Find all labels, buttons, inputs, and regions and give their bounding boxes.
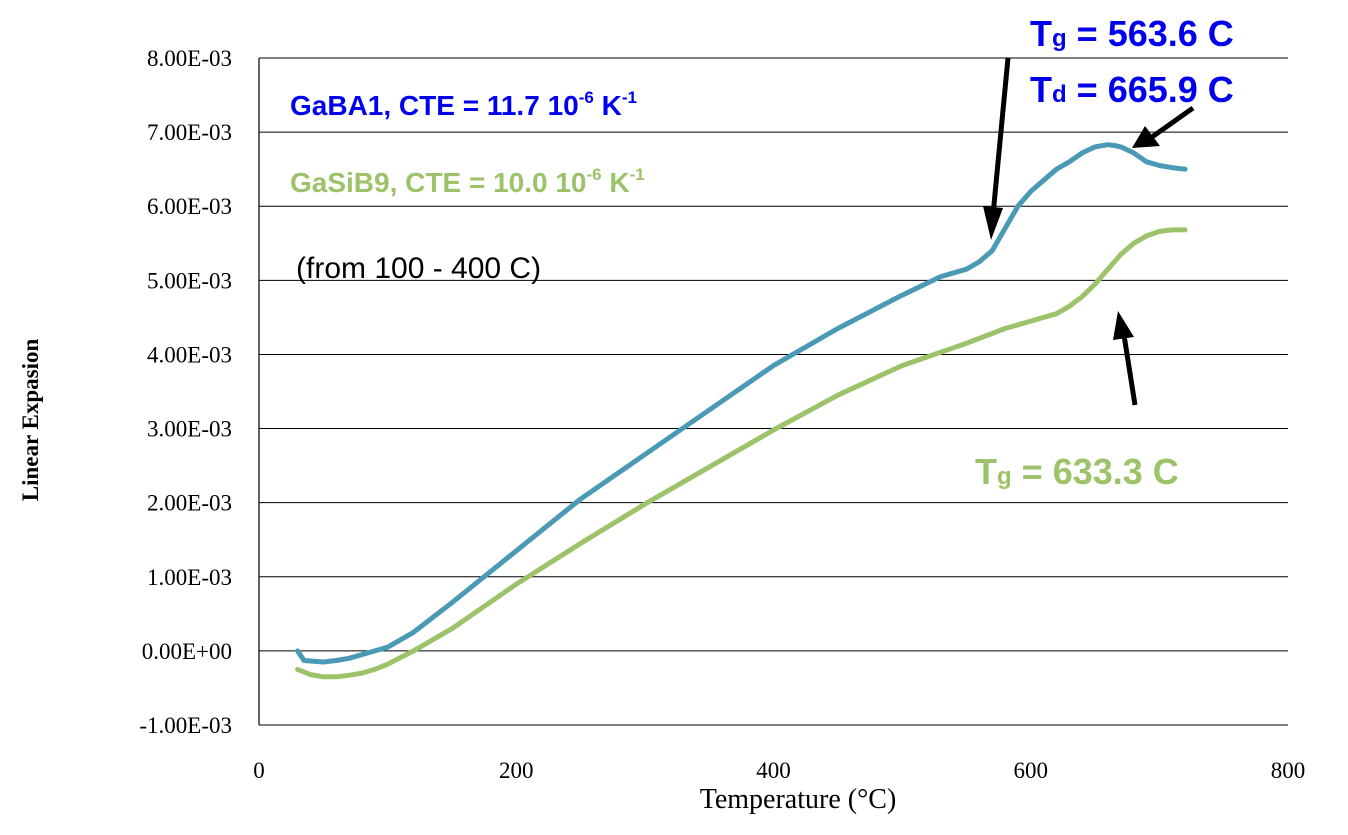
gaba1-cte-label: GaBA1, CTE = 11.7 10-6 K-1	[290, 88, 637, 121]
x-tick-labels: 0 200 400 600 800	[253, 758, 1305, 783]
y-tick-label: 5.00E-03	[147, 268, 232, 293]
y-tick-label: 1.00E-03	[147, 565, 232, 590]
range-note: (from 100 - 400 C)	[296, 252, 541, 285]
y-tick-labels: -1.00E-03 0.00E+00 1.00E-03 2.00E-03 3.00E-0…	[139, 46, 232, 738]
arrow-tg-gasib9	[1113, 311, 1138, 406]
y-tick-label: 0.00E+00	[142, 639, 232, 664]
arrow-tg-gaba1	[983, 57, 1011, 240]
x-tick-label: 200	[499, 758, 534, 783]
series-line-0	[295, 142, 1188, 665]
series-line-1	[295, 227, 1188, 680]
x-tick-label: 0	[253, 758, 265, 783]
x-axis-title: Temperature (°C)	[700, 784, 897, 815]
x-tick-label: 800	[1271, 758, 1306, 783]
arrow-td-gaba1	[1132, 105, 1195, 148]
y-tick-label: 3.00E-03	[147, 417, 232, 442]
gasib9-cte-label: GaSiB9, CTE = 10.0 10-6 K-1	[290, 165, 645, 198]
y-tick-label: 7.00E-03	[147, 120, 232, 145]
td-gaba1-label: Td = 665.9 C	[1030, 69, 1234, 110]
series-group	[295, 142, 1188, 680]
y-tick-label: 6.00E-03	[147, 194, 232, 219]
x-tick-label: 600	[1014, 758, 1049, 783]
y-tick-label: 2.00E-03	[147, 491, 232, 516]
y-tick-label: 8.00E-03	[147, 46, 232, 71]
y-tick-label: -1.00E-03	[139, 713, 232, 738]
y-tick-label: 4.00E-03	[147, 342, 232, 367]
y-axis-title: Linear Expasion	[18, 339, 43, 502]
tg-gaba1-label: Tg = 563.6 C	[1030, 13, 1234, 54]
tg-gasib9-label: Tg = 633.3 C	[975, 451, 1179, 492]
x-tick-label: 400	[756, 758, 791, 783]
